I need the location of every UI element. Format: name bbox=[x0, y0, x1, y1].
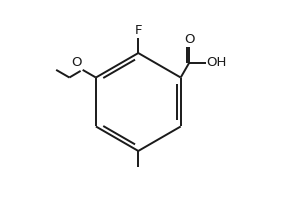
Text: O: O bbox=[71, 56, 82, 69]
Text: OH: OH bbox=[207, 56, 227, 69]
Text: O: O bbox=[184, 33, 195, 46]
Text: F: F bbox=[135, 24, 142, 37]
